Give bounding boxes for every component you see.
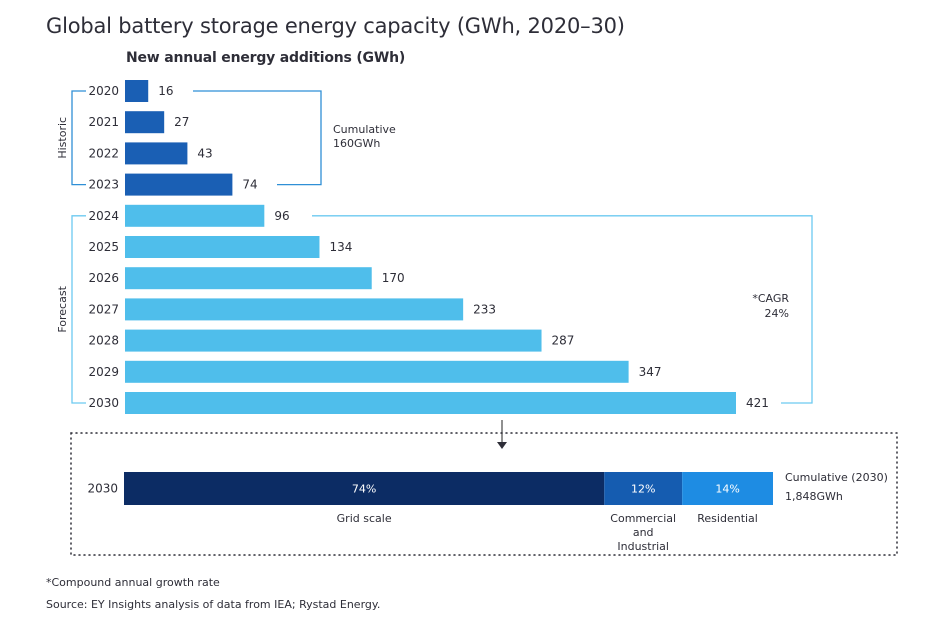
bracket-right-forecast bbox=[312, 215, 813, 404]
stacked-category-label-commercial-and-industrial: Industrial bbox=[617, 540, 669, 553]
arrow-down-icon bbox=[497, 442, 507, 449]
year-label-2026: 2026 bbox=[88, 271, 119, 285]
stacked-segment-residential bbox=[682, 472, 773, 505]
stacked-year-label: 2030 bbox=[87, 482, 118, 496]
footnote-cagr: *Compound annual growth rate bbox=[46, 576, 220, 589]
year-label-2020: 2020 bbox=[88, 84, 119, 98]
value-label-2020: 16 bbox=[158, 84, 173, 98]
cumulative-2030-value: 1,848GWh bbox=[785, 490, 843, 503]
chart-subtitle: New annual energy additions (GWh) bbox=[126, 50, 406, 66]
value-label-2022: 43 bbox=[197, 146, 212, 160]
bracket-right-historic bbox=[193, 90, 322, 186]
value-label-2026: 170 bbox=[382, 271, 405, 285]
bar-2028 bbox=[125, 329, 542, 352]
bar-2029 bbox=[125, 360, 629, 383]
cumulative-historic-value: 160GWh bbox=[333, 137, 380, 150]
value-label-2025: 134 bbox=[329, 240, 352, 254]
cagr-value: 24% bbox=[765, 307, 789, 320]
cagr-label: *CAGR bbox=[752, 292, 789, 305]
bar-2020 bbox=[125, 80, 149, 102]
year-label-2022: 2022 bbox=[88, 146, 119, 160]
bracket-left-forecast bbox=[71, 215, 86, 404]
bar-2021 bbox=[125, 111, 165, 134]
group-label-forecast: Forecast bbox=[56, 285, 69, 332]
stacked-pct-commercial-and-industrial: 12% bbox=[631, 483, 655, 496]
bar-2027 bbox=[125, 298, 464, 321]
year-label-2028: 2028 bbox=[88, 334, 119, 348]
cumulative-2030-label: Cumulative (2030) bbox=[785, 471, 888, 484]
stacked-category-label-commercial-and-industrial: and bbox=[633, 526, 654, 539]
year-label-2030: 2030 bbox=[88, 396, 119, 410]
bar-2024 bbox=[125, 204, 265, 227]
stacked-category-label-grid-scale: Grid scale bbox=[337, 512, 392, 525]
value-label-2030: 421 bbox=[746, 396, 769, 410]
bar-2025 bbox=[125, 236, 320, 258]
cumulative-historic-label: Cumulative bbox=[333, 123, 396, 136]
value-label-2021: 27 bbox=[174, 115, 189, 129]
year-label-2024: 2024 bbox=[88, 209, 119, 223]
bar-2023 bbox=[125, 173, 233, 196]
stacked-category-label-residential: Residential bbox=[697, 512, 758, 525]
bar-2030 bbox=[125, 392, 736, 414]
stacked-pct-grid-scale: 74% bbox=[352, 483, 376, 496]
year-label-2023: 2023 bbox=[88, 178, 119, 192]
stacked-category-label-commercial-and-industrial: Commercial bbox=[610, 512, 676, 525]
value-label-2029: 347 bbox=[639, 365, 662, 379]
bar-2026 bbox=[125, 267, 372, 290]
year-label-2027: 2027 bbox=[88, 302, 119, 316]
group-label-historic: Historic bbox=[56, 117, 69, 159]
stacked-segment-grid-scale bbox=[124, 472, 605, 505]
year-label-2029: 2029 bbox=[88, 365, 119, 379]
breakdown-dotted-box bbox=[70, 432, 898, 556]
year-label-2021: 2021 bbox=[88, 115, 119, 129]
stacked-pct-residential: 14% bbox=[715, 483, 739, 496]
value-label-2028: 287 bbox=[552, 334, 575, 348]
value-label-2023: 74 bbox=[242, 178, 257, 192]
bracket-left-historic bbox=[71, 90, 86, 186]
chart-title: Global battery storage energy capacity (… bbox=[46, 14, 625, 38]
footnote-source: Source: EY Insights analysis of data fro… bbox=[46, 598, 381, 611]
bar-2022 bbox=[125, 142, 188, 165]
stacked-segment-commercial-and-industrial bbox=[604, 472, 683, 505]
value-label-2027: 233 bbox=[473, 302, 496, 316]
year-label-2025: 2025 bbox=[88, 240, 119, 254]
value-label-2024: 96 bbox=[274, 209, 289, 223]
